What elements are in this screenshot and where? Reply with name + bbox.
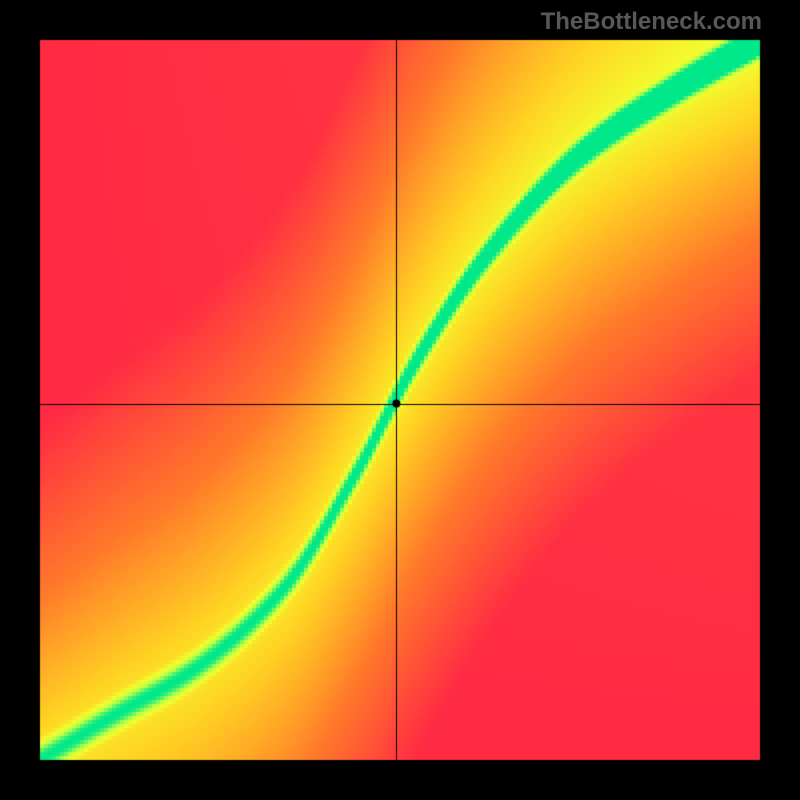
watermark-text: TheBottleneck.com — [541, 8, 762, 36]
bottleneck-heatmap — [0, 0, 800, 800]
chart-container: TheBottleneck.com — [0, 0, 800, 800]
